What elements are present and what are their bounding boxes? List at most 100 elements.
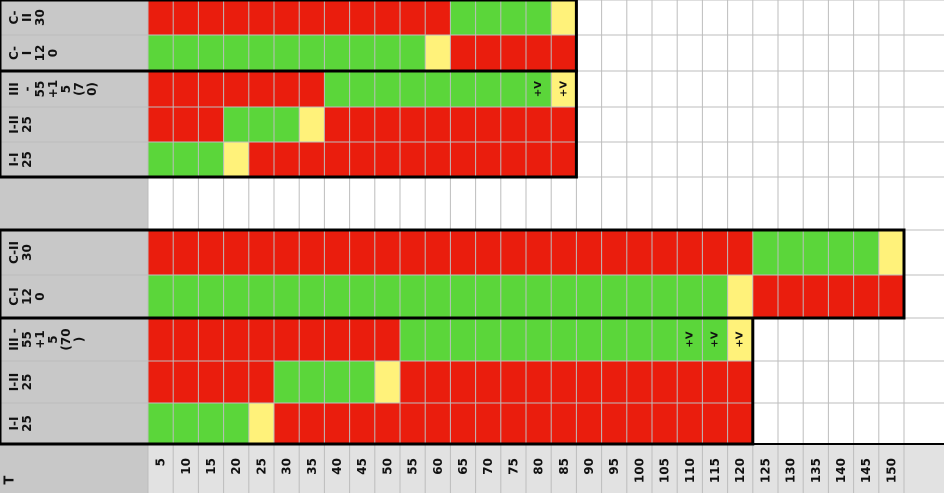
cell-r10-c13 <box>475 403 502 444</box>
cell-r10-c8 <box>349 403 376 444</box>
cell-r2-c0 <box>148 71 174 107</box>
cell-r0-c21 <box>677 0 703 35</box>
cell-r0-c7 <box>324 0 350 35</box>
cell-r2-c25 <box>778 71 804 107</box>
cell-r5-c3 <box>223 177 250 230</box>
cell-r4-c0 <box>148 142 174 177</box>
cell-r4-c21 <box>677 142 703 177</box>
cell-r8-c1 <box>173 318 199 361</box>
cell-r9-c11 <box>425 361 451 403</box>
row-label-r0-part0: C- <box>7 10 21 24</box>
cell-r7-c18 <box>601 275 628 318</box>
cell-r7-c22 <box>702 275 728 318</box>
cell-r6-c2 <box>198 230 224 275</box>
cell-r8-c10 <box>400 318 426 361</box>
cell-r7-c24 <box>752 275 779 318</box>
cell-r6-c4 <box>248 230 275 275</box>
cell-r4-c11 <box>425 142 451 177</box>
cell-r3-c11 <box>425 107 451 142</box>
cell-r10-c20 <box>652 403 678 444</box>
cell-r9-c24 <box>752 361 779 403</box>
cell-r7-c6 <box>299 275 325 318</box>
cell-r4-c17 <box>576 142 602 177</box>
cell-r6-c25 <box>778 230 804 275</box>
cell-r10-c18 <box>601 403 628 444</box>
cell-r2-c20 <box>652 71 678 107</box>
row-label-r8-part0: III - <box>7 328 21 351</box>
cell-r2-c29 <box>878 71 905 107</box>
cell-r0-c2 <box>198 0 224 35</box>
col-label-130: 130 <box>784 458 798 483</box>
cell-r3-c26 <box>803 107 829 142</box>
cell-r1-c23 <box>727 35 754 71</box>
cell-r10-c24 <box>752 403 779 444</box>
cell-r7-c14 <box>500 275 527 318</box>
cell-r9-c4 <box>248 361 275 403</box>
cell-r6-c3 <box>223 230 250 275</box>
cell-r2-c16 <box>551 71 577 107</box>
cell-r4-c18 <box>601 142 628 177</box>
cell-r5-c22 <box>702 177 728 230</box>
cell-r5-c9 <box>374 177 401 230</box>
cell-r8-c28 <box>853 318 880 361</box>
col-label-105: 105 <box>658 458 672 483</box>
row-label-r0-part1: II <box>20 13 34 22</box>
cell-r3-c3 <box>223 107 250 142</box>
cell-r0-c17 <box>576 0 602 35</box>
cell-r8-c11 <box>425 318 451 361</box>
row-label-r3-part0: I-II <box>7 115 21 133</box>
cell-r9-c17 <box>576 361 602 403</box>
cell-r3-c23 <box>727 107 754 142</box>
cell-r1-c19 <box>626 35 653 71</box>
cell-r9-c13 <box>475 361 502 403</box>
cell-r10-c29 <box>878 403 905 444</box>
cell-r3-c18 <box>601 107 628 142</box>
cell-r5-c16 <box>551 177 577 230</box>
cell-r10-c6 <box>299 403 325 444</box>
cell-r5-c1 <box>173 177 199 230</box>
col-label-10: 10 <box>179 458 193 475</box>
cell-r7-c28 <box>853 275 880 318</box>
row-label-r4-part0: I-I <box>7 153 21 167</box>
cell-r4-c6 <box>299 142 325 177</box>
col-label-115: 115 <box>708 458 722 483</box>
cell-r0-c24 <box>752 0 779 35</box>
cell-r2-c13 <box>475 71 502 107</box>
cell-r8-c9 <box>374 318 401 361</box>
row-label-r4-part1: 25 <box>20 151 34 168</box>
cell-r1-c22 <box>702 35 728 71</box>
cell-r10-c9 <box>374 403 401 444</box>
col-label-110: 110 <box>683 458 697 483</box>
cell-r0-c16 <box>551 0 577 35</box>
cell-r2-c23 <box>727 71 754 107</box>
col-label-20: 20 <box>229 458 243 475</box>
section-borders-layer <box>0 0 944 446</box>
cell-r3-c6 <box>299 107 325 142</box>
cell-r3-c5 <box>274 107 300 142</box>
cell-r4-c1 <box>173 142 199 177</box>
column-header-band <box>148 444 944 493</box>
cell-note-r8-c22: +V <box>710 331 721 347</box>
cell-r9-c23 <box>727 361 754 403</box>
cell-r3-c22 <box>702 107 728 142</box>
col-label-50: 50 <box>380 458 394 475</box>
row-label-column <box>0 0 148 493</box>
col-label-120: 120 <box>733 458 747 483</box>
cell-r2-c22 <box>702 71 728 107</box>
cell-r8-c18 <box>601 318 628 361</box>
cell-r1-c17 <box>576 35 602 71</box>
cell-r8-c6 <box>299 318 325 361</box>
cell-r4-c12 <box>450 142 476 177</box>
cell-r4-c19 <box>626 142 653 177</box>
cell-r6-c14 <box>500 230 527 275</box>
cell-r8-c25 <box>778 318 804 361</box>
cell-r6-c10 <box>400 230 426 275</box>
cell-r1-c29 <box>878 35 905 71</box>
cell-r3-c9 <box>374 107 401 142</box>
cell-r6-c12 <box>450 230 476 275</box>
cell-r2-c19 <box>626 71 653 107</box>
cell-r1-c6 <box>299 35 325 71</box>
cell-r1-c11 <box>425 35 451 71</box>
cell-r3-c8 <box>349 107 376 142</box>
col-label-5: 5 <box>154 458 168 466</box>
